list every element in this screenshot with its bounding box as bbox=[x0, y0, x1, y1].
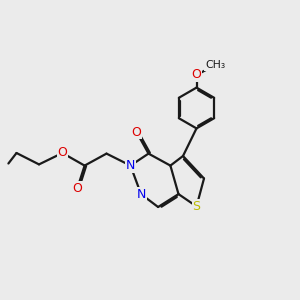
Text: O: O bbox=[73, 182, 82, 195]
Text: O: O bbox=[132, 125, 141, 139]
Text: S: S bbox=[193, 200, 200, 213]
Text: N: N bbox=[126, 159, 135, 172]
Text: O: O bbox=[58, 146, 67, 160]
Text: N: N bbox=[136, 188, 146, 201]
Text: O: O bbox=[192, 68, 201, 82]
Text: CH₃: CH₃ bbox=[205, 60, 225, 70]
